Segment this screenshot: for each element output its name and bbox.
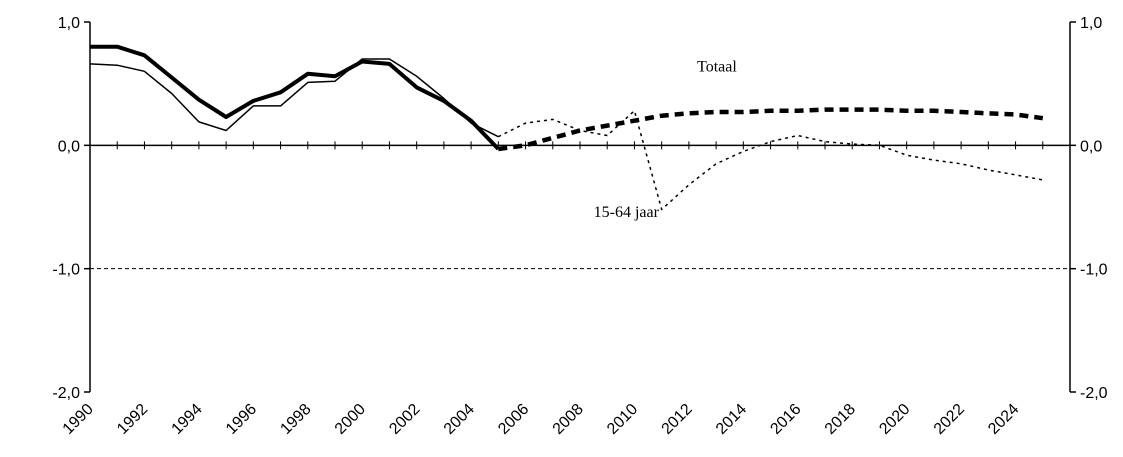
y-tick-label-right: 0,0 (1080, 138, 1102, 155)
y-tick-label-right: -1,0 (1080, 262, 1108, 279)
x-tick-label: 2010 (604, 401, 641, 438)
annotation-label: 15-64 jaar (594, 204, 660, 221)
x-tick-label: 2008 (550, 401, 587, 438)
x-tick-label: 2000 (332, 401, 369, 438)
x-tick-label: 2018 (822, 401, 859, 438)
annotation-label: Totaal (697, 58, 737, 75)
annotations: Totaal 15-64 jaar (594, 58, 738, 221)
x-tick-label: 1990 (60, 401, 97, 438)
x-tick-label: 2020 (876, 401, 913, 438)
series-line-totaal-projection (497, 107, 1044, 152)
x-tick-label: 2016 (767, 401, 804, 438)
y-tick-label-left: -2,0 (52, 385, 80, 402)
y-tick-label-right: 1,0 (1080, 15, 1102, 32)
x-tick-label: 1994 (169, 401, 206, 438)
x-tick-label: 2012 (659, 401, 696, 438)
x-tick-label: 1998 (277, 401, 314, 438)
series-line-totaal (90, 44, 500, 151)
y-tick-label-left: -1,0 (52, 262, 80, 279)
x-tick-label: 2014 (713, 401, 750, 438)
x-tick-label: 1992 (114, 401, 151, 438)
series-lines (89, 44, 1044, 211)
x-tick-label: 2004 (441, 401, 478, 438)
y-tick-label-left: 0,0 (58, 138, 80, 155)
x-tick-label: 2002 (386, 401, 423, 438)
x-tick-label: 2022 (931, 401, 968, 438)
y-tick-label-left: 1,0 (58, 15, 80, 32)
series-line-15-64-jaar (89, 58, 499, 138)
series-line-15-64-jaar-projection (497, 110, 1043, 211)
x-tick-label: 2006 (495, 401, 532, 438)
x-tick-label: 2024 (985, 401, 1022, 438)
axes (84, 21, 1076, 393)
y-tick-label-right: -2,0 (1080, 385, 1108, 402)
x-tick-label: 1996 (223, 401, 260, 438)
